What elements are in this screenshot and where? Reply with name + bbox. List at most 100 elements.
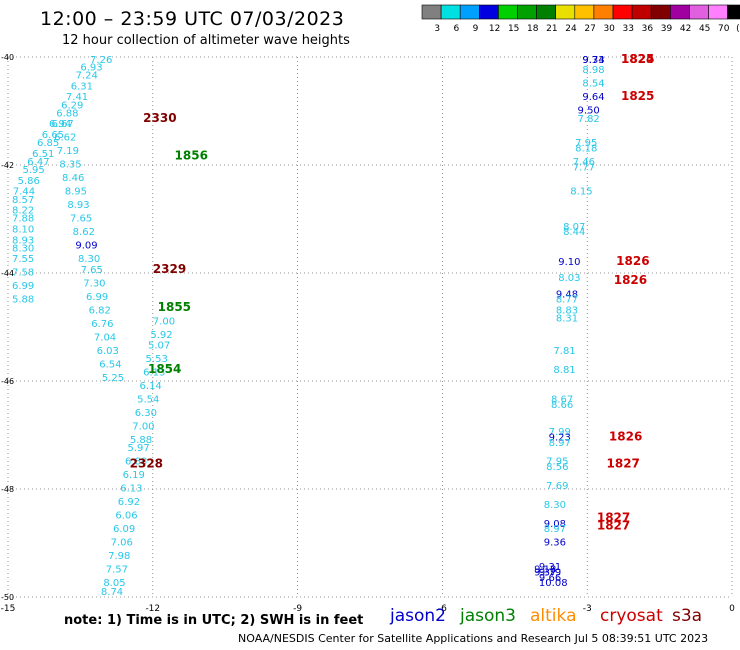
wave-height-label: 6.03 [97,346,119,357]
x-tick-label: -6 [438,604,447,614]
wave-height-label: 5.25 [102,373,124,384]
wave-height-label: 7.82 [578,114,600,125]
color-scale-swatch [727,4,740,20]
color-scale-tick-label: 70 [718,24,730,34]
wave-height-label: 8.62 [73,227,95,238]
wave-height-label: 6.82 [89,306,111,317]
y-tick-label: -46 [1,377,14,386]
pass-time-label: 1827 [597,519,630,533]
wave-height-label: 8.05 [103,578,125,589]
y-tick-label: -44 [1,269,14,278]
color-scale-tick-label: 45 [699,24,710,34]
wave-height-label: 6.54 [99,360,121,371]
wave-height-label: 5.95 [22,165,44,176]
color-scale-tick-label: 18 [527,24,539,34]
footer-note: note: 1) Time is in UTC; 2) SWH is in fe… [64,613,364,628]
wave-height-label: 8.98 [582,65,604,76]
wave-height-label: 8.57 [12,195,34,206]
wave-height-label: 8.54 [582,79,604,90]
wave-height-label: 6.93 [80,63,102,74]
wave-height-label: 9.66 [539,573,561,584]
x-tick-label: -12 [145,604,160,614]
satellite-legend-item: jason2 [390,606,446,626]
wave-height-label: 8.66 [551,400,573,411]
wave-height-label: 7.98 [108,551,130,562]
pass-time-label: 1826 [614,273,647,287]
wave-height-label: 6.09 [113,524,135,535]
wave-height-label: 9.79 [539,567,561,578]
wave-height-label: 8.31 [556,314,578,325]
wave-height-label: 6.31 [71,81,93,92]
wave-height-label: 7.99 [549,427,571,438]
pass-time-label: 1825 [621,89,654,103]
x-tick-label: -3 [583,604,592,614]
wave-height-label: 9.36 [544,538,566,549]
wave-height-label: 6.06 [115,511,137,522]
color-scale-tick-label: 9 [473,24,479,34]
pass-time-label: 1826 [609,429,642,443]
wave-height-label: 9.09 [75,241,97,252]
satellite-legend-item: jason3 [460,606,516,626]
wave-height-label: 6.14 [140,381,162,392]
wave-height-label: 6.67 [51,119,73,130]
wave-height-label: 6.19 [123,470,145,481]
wave-height-label: 7.26 [90,55,112,66]
wave-height-label: 8.30 [12,243,34,254]
wave-height-label: 8.35 [59,160,81,171]
color-scale-tick-label: 12 [489,24,500,34]
wave-height-label: 8.67 [551,395,573,406]
wave-height-label: 9.33 [582,55,604,66]
footer-credit: NOAA/NESDIS Center for Satellite Applica… [238,632,709,645]
satellite-legend-item: s3a [672,606,703,626]
color-scale-tick-label: 21 [546,24,557,34]
wave-height-label: 8.83 [556,306,578,317]
color-scale-tick-label: (ft) [736,24,740,34]
wave-height-label: 8.97 [549,438,571,449]
wave-height-label: 8.46 [62,173,84,184]
wave-height-label: 10.08 [539,578,568,589]
pass-time-label: 1855 [158,300,191,314]
wave-height-label: 7.81 [553,346,575,357]
wave-height-label: 6.62 [54,133,76,144]
wave-height-label: 7.58 [12,268,34,279]
wave-height-label: 6.13 [120,484,142,495]
pass-time-label: 1824 [621,52,654,66]
wave-height-label: 8.93 [12,235,34,246]
chart-title: 12:00 – 23:59 UTC 07/03/2023 [40,8,345,30]
wave-height-label: 8.81 [553,365,575,376]
wave-height-label: 7.00 [132,422,154,433]
wave-height-label: 6.76 [91,319,113,330]
color-scale-tick-label: 27 [584,24,595,34]
wave-height-label: 8.95 [65,187,87,198]
wave-height-label: 5.97 [127,443,149,454]
wave-height-label: 6.94 [49,119,71,130]
pass-time-label: 1827 [597,510,630,524]
x-tick-label: -15 [1,604,16,614]
wave-height-label: 8.18 [575,144,597,155]
wave-height-label: 8.77 [556,295,578,306]
wave-height-label: 8.93 [67,200,89,211]
wave-height-label: 6.99 [86,292,108,303]
wave-height-label: 7.46 [573,157,595,168]
wave-height-label: 5.07 [148,341,170,352]
pass-time-label: 1826 [616,254,649,268]
wave-height-label: 8.56 [546,462,568,473]
wave-height-label: 9.23 [549,432,571,443]
wave-height-label: 6.30 [135,408,157,419]
wave-height-label: 8.74 [101,587,123,598]
wave-height-label: 9.18 [534,565,556,576]
wave-height-label: 8.97 [544,524,566,535]
color-scale-tick-label: 15 [508,24,519,34]
wave-height-label: 7.95 [546,457,568,468]
wave-height-label: 6.88 [125,457,147,468]
chart-subtitle: 12 hour collection of altimeter wave hei… [62,33,350,48]
satellite-legend-item: cryosat [600,606,663,626]
wave-height-label: 5.88 [130,435,152,446]
wave-height-label: 8.03 [558,273,580,284]
wave-height-label: 8.30 [78,254,100,265]
pass-time-label: 1856 [175,149,208,163]
y-tick-label: -48 [1,485,14,494]
wave-height-label: 7.06 [111,538,133,549]
pass-time-label: 1825 [621,52,654,66]
